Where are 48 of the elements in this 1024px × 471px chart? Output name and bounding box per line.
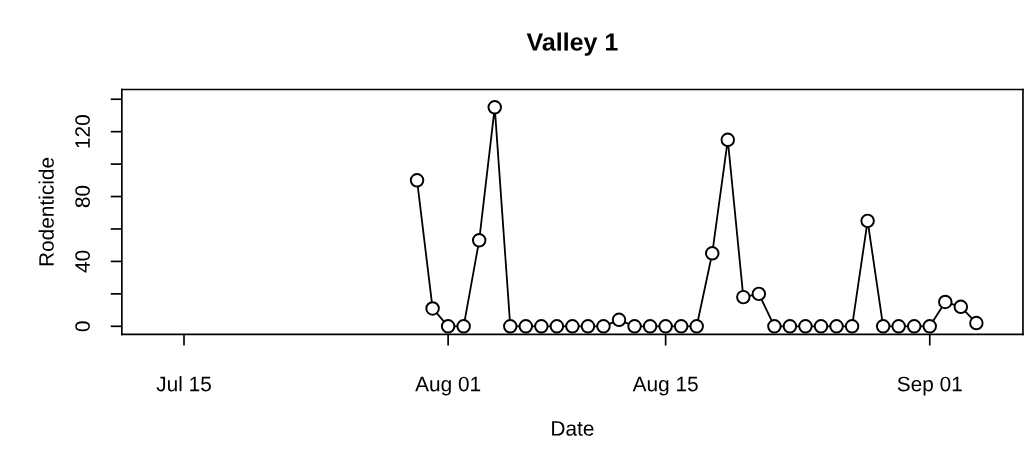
point	[875, 319, 891, 334]
x-tick-label: Aug 01	[415, 376, 481, 396]
point	[736, 289, 751, 305]
point	[627, 319, 642, 334]
y-tick-label: 120	[75, 115, 90, 148]
point	[611, 312, 627, 328]
point	[440, 319, 456, 334]
y-tick-label: 80	[75, 185, 90, 208]
x-tick-label: Jul 15	[156, 376, 211, 392]
point	[767, 319, 782, 334]
point	[518, 319, 534, 334]
point	[673, 319, 689, 334]
point	[456, 319, 471, 334]
point	[720, 132, 735, 147]
point	[503, 319, 518, 334]
point	[425, 301, 440, 316]
x-tick-label: Aug 15	[632, 376, 698, 396]
point	[409, 173, 425, 188]
chart-title: Valley 1	[526, 32, 618, 56]
y-tick-label: 0	[75, 321, 90, 332]
point	[813, 319, 829, 334]
point	[969, 315, 984, 331]
point	[907, 319, 922, 334]
point	[705, 246, 720, 261]
x-tick-label: Sep 01	[897, 376, 962, 396]
point	[580, 319, 596, 334]
point	[798, 319, 813, 334]
point	[596, 319, 611, 334]
point	[829, 319, 844, 334]
point	[844, 319, 860, 334]
point	[487, 100, 502, 115]
y-axis-title: Rodenticide	[38, 157, 54, 266]
point	[891, 319, 906, 334]
point	[534, 319, 549, 334]
point	[953, 299, 969, 315]
point	[658, 319, 673, 334]
point	[471, 233, 487, 248]
point	[922, 319, 937, 334]
y-tick-label: 40	[75, 250, 90, 273]
point	[689, 319, 704, 334]
x-axis-title: Date	[552, 421, 594, 436]
point	[565, 319, 580, 334]
point	[938, 294, 953, 310]
point	[751, 286, 767, 302]
point	[549, 319, 565, 334]
point	[642, 319, 658, 334]
point	[860, 213, 875, 229]
point	[782, 319, 798, 334]
